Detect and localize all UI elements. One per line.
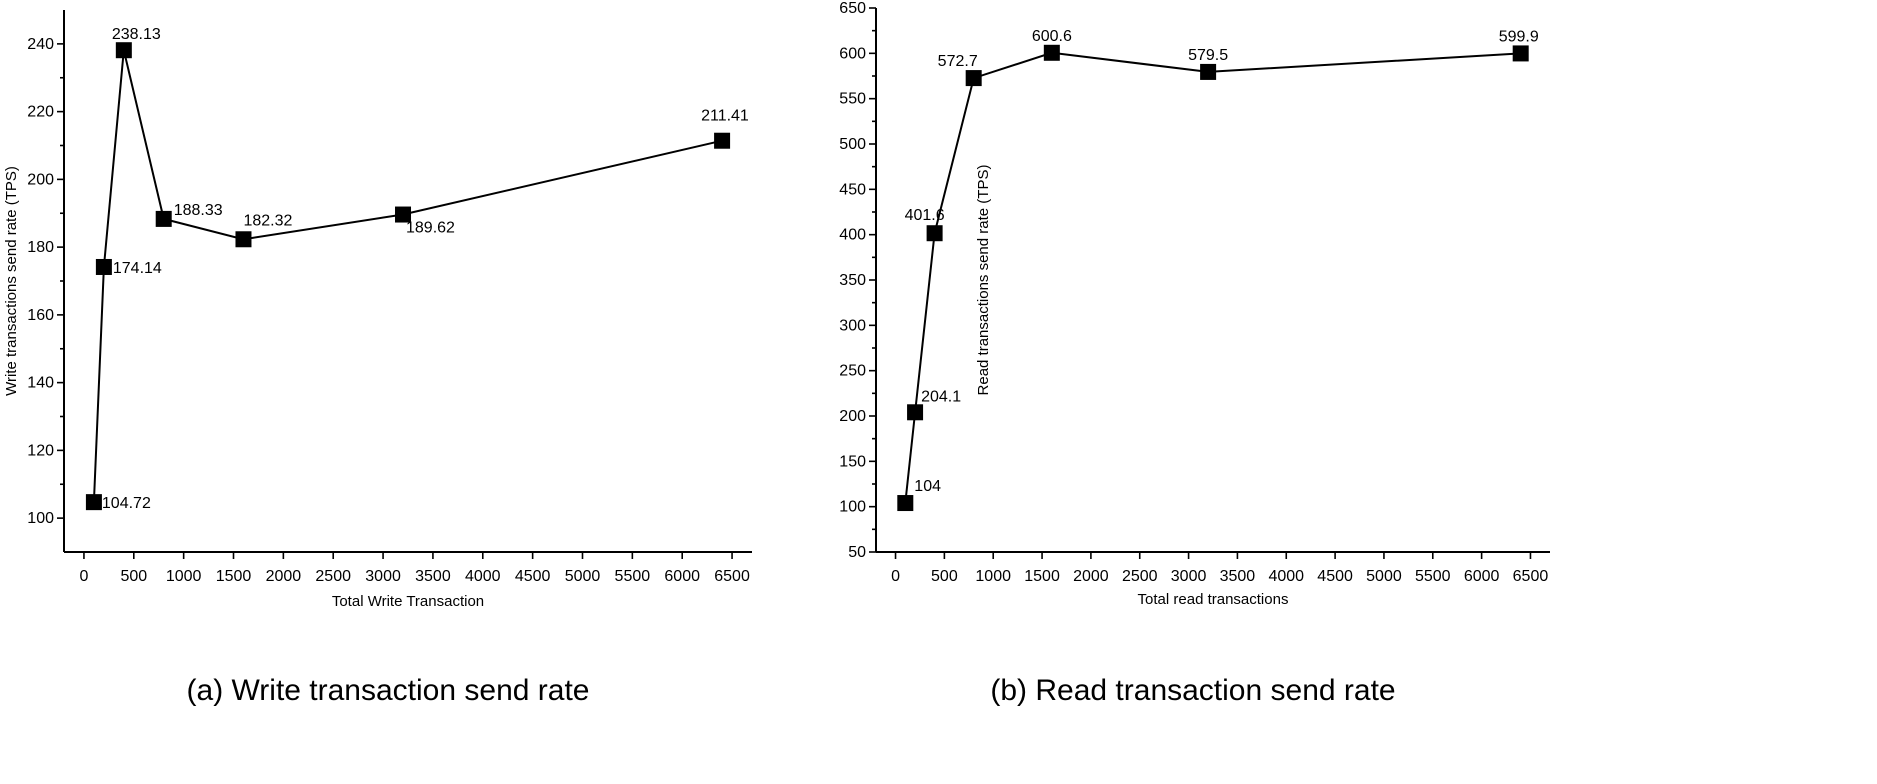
b-x-tick-label: 2500 <box>1122 568 1158 585</box>
a-y-tick-label: 120 <box>27 442 54 459</box>
a-data-label: 182.32 <box>243 212 292 229</box>
b-x-tick-label: 4500 <box>1317 568 1353 585</box>
a-data-label: 174.14 <box>113 260 162 277</box>
b-y-tick-label: 350 <box>839 272 866 289</box>
b-data-point <box>907 404 924 421</box>
b-x-tick-label: 5500 <box>1415 568 1451 585</box>
b-x-tick-label: 6500 <box>1513 568 1549 585</box>
b-series-line <box>904 51 1521 504</box>
b-data-label: 579.5 <box>1188 47 1228 64</box>
b-data-point <box>1200 63 1217 80</box>
b-data-point <box>897 495 914 512</box>
b-x-axis-title: Total read transactions <box>1138 591 1289 608</box>
b-y-tick-label: 450 <box>839 181 866 198</box>
a-x-tick-label: 5500 <box>615 568 651 585</box>
a-data-label: 211.41 <box>701 108 749 125</box>
a-y-axis-title: Write transactions send rate (TPS) <box>3 166 20 396</box>
b-data-point <box>1512 45 1529 62</box>
a-data-label: 189.62 <box>406 220 455 237</box>
b-y-tick-label: 550 <box>839 91 866 108</box>
a-y-tick-label: 140 <box>27 375 54 392</box>
b-x-tick-label: 3000 <box>1171 568 1207 585</box>
a-y-tick-label: 200 <box>27 171 54 188</box>
a-y-tick-label: 180 <box>27 239 54 256</box>
b-x-tick-label: 6000 <box>1464 568 1500 585</box>
a-data-point <box>95 258 112 275</box>
a-caption: (a) Write transaction send rate <box>187 674 590 707</box>
a-data-point <box>85 494 102 511</box>
b-data-label: 104 <box>914 478 941 495</box>
a-data-label: 188.33 <box>174 202 223 219</box>
a-x-tick-label: 1000 <box>166 568 202 585</box>
b-data-label: 204.1 <box>921 388 961 405</box>
a-x-axis-title: Total Write Transaction <box>332 593 484 610</box>
b-x-tick-label: 3500 <box>1220 568 1256 585</box>
a-x-tick-label: 500 <box>120 568 147 585</box>
a-y-tick-label: 240 <box>27 36 54 53</box>
b-y-tick-label: 500 <box>839 136 866 153</box>
a-x-tick-label: 2500 <box>315 568 351 585</box>
a-data-point <box>155 210 172 227</box>
b-y-tick-label: 600 <box>839 45 866 62</box>
b-x-tick-label: 2000 <box>1073 568 1109 585</box>
b-y-tick-label: 200 <box>839 408 866 425</box>
a-x-tick-label: 2000 <box>266 568 302 585</box>
b-data-point <box>965 70 982 87</box>
b-data-point <box>1043 44 1060 61</box>
b-data-label: 599.9 <box>1499 28 1539 45</box>
b-x-tick-label: 0 <box>891 568 900 585</box>
a-y-tick-label: 220 <box>27 104 54 121</box>
b-y-tick-label: 300 <box>839 317 866 334</box>
b-caption: (b) Read transaction send rate <box>990 674 1395 707</box>
a-data-point <box>714 132 731 149</box>
b-y-tick-label: 150 <box>839 453 866 470</box>
b-y-tick-label: 400 <box>839 227 866 244</box>
a-data-label: 104.72 <box>102 495 151 512</box>
a-data-point <box>235 231 252 248</box>
b-x-tick-label: 1500 <box>1024 568 1060 585</box>
b-data-label: 572.7 <box>938 53 978 70</box>
a-x-tick-label: 1500 <box>216 568 252 585</box>
b-y-tick-label: 100 <box>839 499 866 516</box>
b-data-label: 600.6 <box>1032 28 1072 45</box>
a-x-tick-label: 5000 <box>565 568 601 585</box>
b-x-tick-label: 5000 <box>1366 568 1402 585</box>
panel-a-write-send-rate: 100 120 140 160 180 200 220 240 0 500 1000 1500 2000… <box>3 10 752 707</box>
a-x-tick-label: 4500 <box>515 568 551 585</box>
a-y-tick-label: 100 <box>27 510 54 527</box>
a-x-tick-label: 3000 <box>365 568 401 585</box>
b-y-tick-label: 250 <box>839 363 866 380</box>
b-data-point <box>926 225 943 242</box>
b-x-tick-label: 4000 <box>1268 568 1304 585</box>
a-x-tick-label: 4000 <box>465 568 501 585</box>
b-y-tick-label: 50 <box>848 544 866 561</box>
b-x-tick-label: 500 <box>931 568 958 585</box>
a-data-label: 238.13 <box>112 26 161 43</box>
a-x-tick-label: 3500 <box>415 568 451 585</box>
a-data-point <box>395 206 412 223</box>
a-x-tick-label: 0 <box>79 568 88 585</box>
b-x-tick-label: 1000 <box>975 568 1011 585</box>
b-y-axis-title: Read transactions send rate (TPS) <box>975 165 992 396</box>
a-series-line <box>92 49 723 503</box>
a-x-tick-label: 6000 <box>664 568 700 585</box>
a-x-tick-label: 6500 <box>714 568 750 585</box>
b-y-tick-label: 650 <box>839 0 866 17</box>
b-data-label: 401.6 <box>905 207 945 224</box>
a-data-point <box>115 42 132 59</box>
a-y-tick-label: 160 <box>27 307 54 324</box>
